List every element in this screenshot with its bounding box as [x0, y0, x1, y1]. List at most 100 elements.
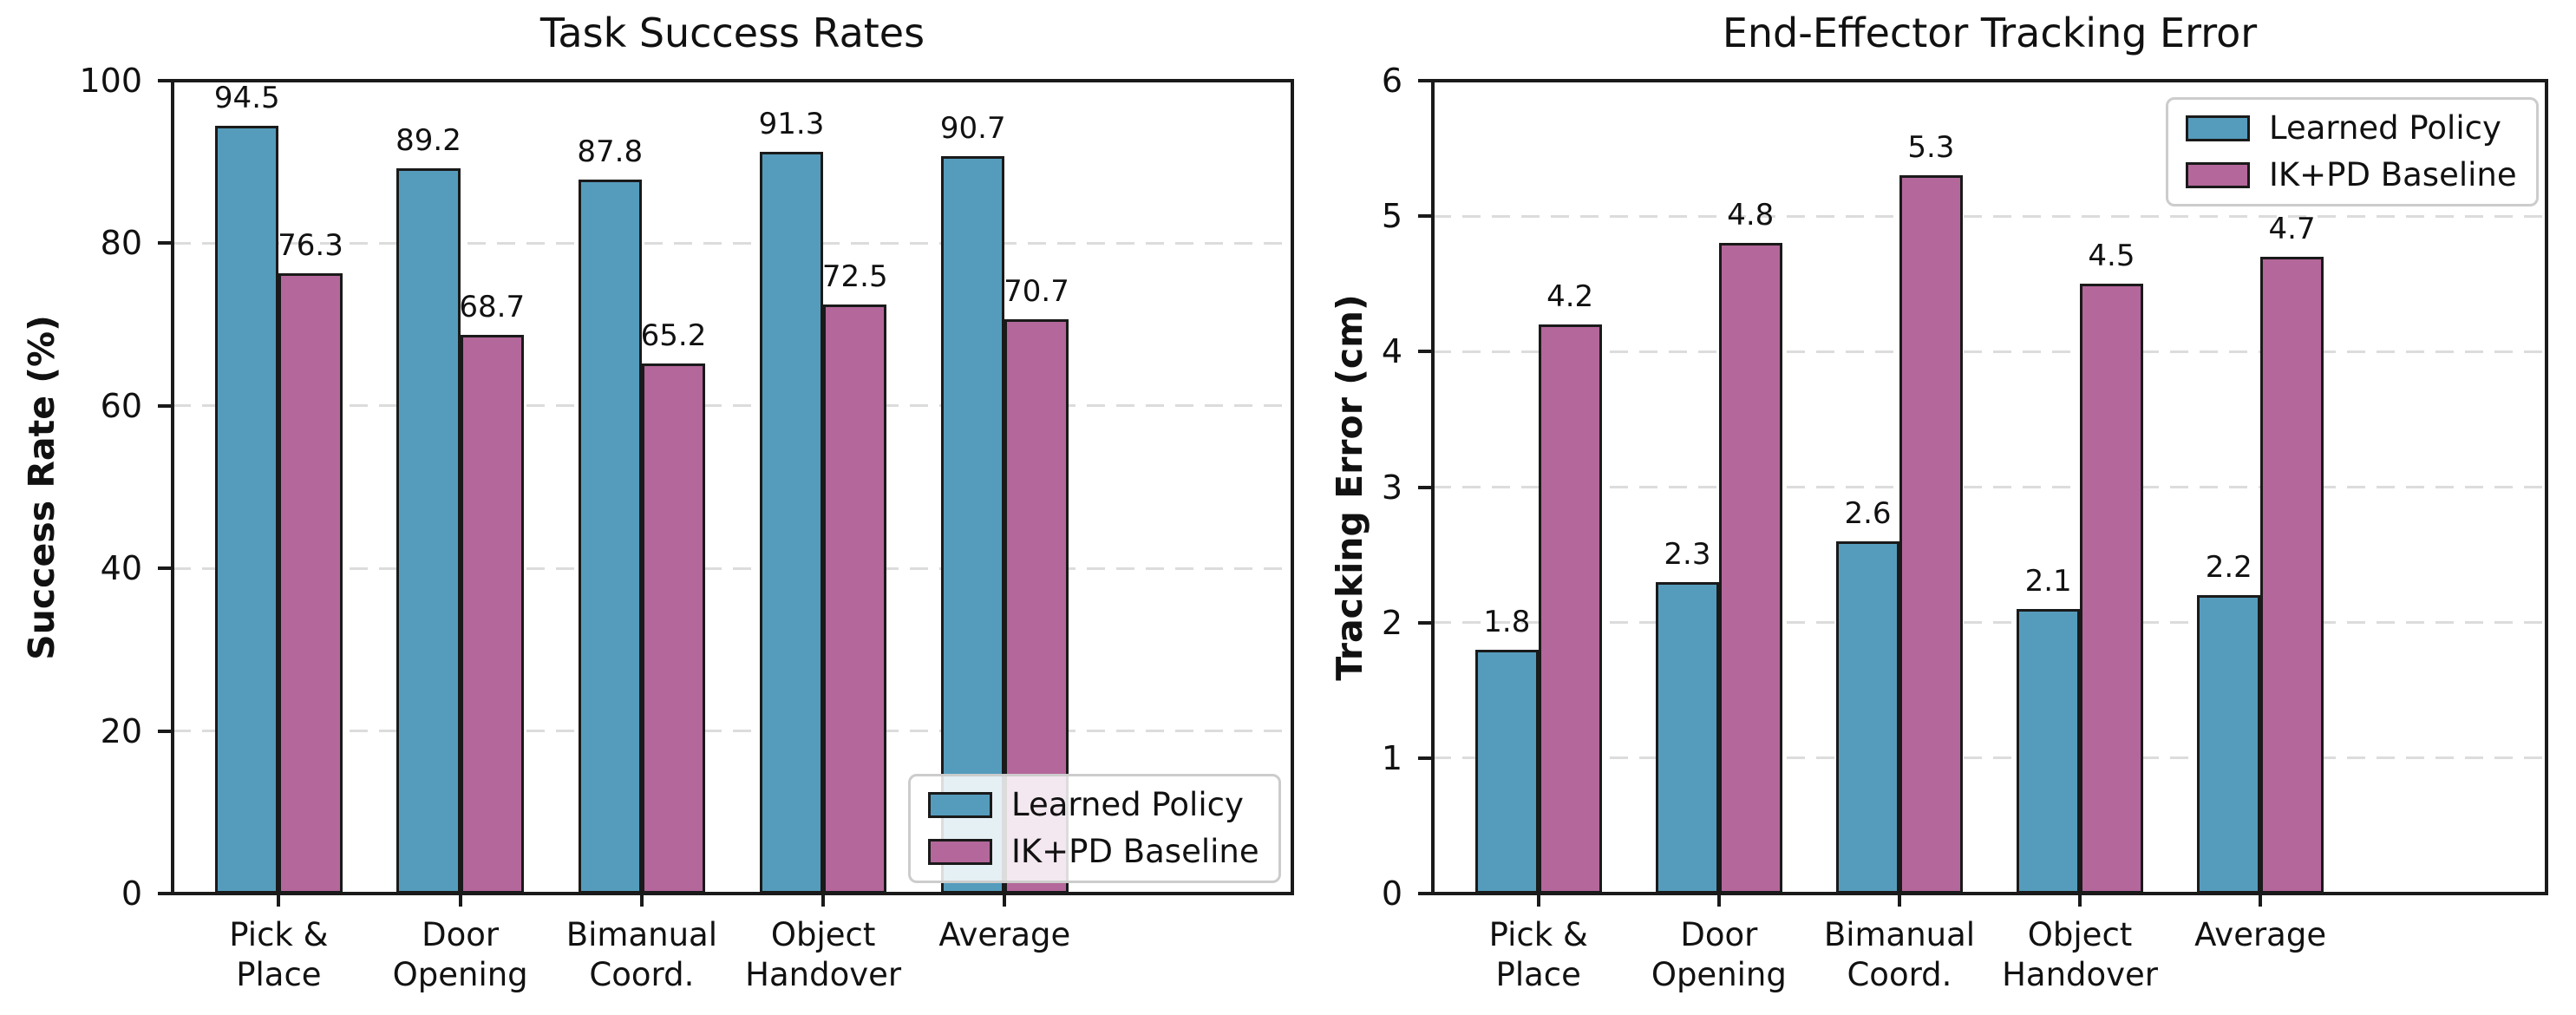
- bar-learned-policy: [578, 180, 642, 894]
- bar-ik-pd-baseline: [1899, 175, 1963, 894]
- x-tick-mark: [458, 894, 462, 907]
- y-tick-label: 5: [1381, 197, 1402, 236]
- y-tick-mark: [1418, 350, 1433, 354]
- bar-ik-pd-baseline: [460, 335, 524, 894]
- legend-entry-learned-policy: Learned Policy: [2186, 110, 2517, 147]
- chart-title: End-Effector Tracking Error: [1722, 10, 2258, 56]
- x-tick-mark: [1003, 894, 1007, 907]
- gridline: [1433, 79, 2547, 82]
- bar-value-label: 4.7: [2268, 212, 2316, 247]
- bar-ik-pd-baseline: [2080, 284, 2143, 894]
- bar-value-label: 91.3: [758, 106, 825, 141]
- bar-value-label: 87.8: [577, 134, 644, 170]
- y-tick-label: 0: [1381, 874, 1402, 913]
- x-tick-mark: [2259, 894, 2263, 907]
- y-tick-mark: [158, 79, 173, 82]
- bar-value-label: 94.5: [213, 80, 280, 115]
- y-tick-mark: [1418, 892, 1433, 895]
- gridline: [173, 730, 1292, 733]
- chart-title: Task Success Rates: [539, 10, 925, 56]
- legend-label: Learned Policy: [2269, 109, 2501, 147]
- y-tick-label: 80: [100, 224, 142, 263]
- y-tick-mark: [1418, 485, 1433, 489]
- bar-value-label: 2.1: [2024, 564, 2072, 599]
- y-tick-label: 3: [1381, 468, 1402, 507]
- y-tick-mark: [1418, 756, 1433, 760]
- bar-value-label: 65.2: [640, 318, 707, 354]
- y-axis-label: Tracking Error (cm): [1329, 293, 1370, 681]
- gridline: [173, 241, 1292, 245]
- y-tick-mark: [158, 566, 173, 571]
- x-tick-mark: [2078, 894, 2082, 907]
- legend: Learned Policy IK+PD Baseline: [908, 774, 1281, 883]
- bar-learned-policy: [759, 151, 824, 894]
- gridline: [1433, 756, 2547, 760]
- y-tick-label: 40: [100, 549, 142, 588]
- y-tick-label: 0: [121, 874, 142, 913]
- y-tick-mark: [158, 892, 173, 895]
- x-tick-mark: [277, 894, 281, 907]
- bar-ik-pd-baseline: [641, 363, 706, 894]
- plot-frame: [171, 79, 1294, 895]
- y-axis-label: Success Rate (%): [21, 314, 62, 660]
- legend-swatch-learned-policy: [928, 792, 992, 818]
- x-tick-label: Average: [938, 916, 1071, 953]
- x-tick-label: Pick & Place: [229, 916, 329, 993]
- bar-ik-pd-baseline: [278, 273, 343, 894]
- bar-learned-policy: [215, 125, 279, 894]
- bar-value-label: 4.2: [1546, 279, 1594, 315]
- x-tick-mark: [821, 894, 826, 907]
- gridline: [1433, 214, 2547, 218]
- bar-learned-policy: [1656, 581, 1719, 894]
- y-tick-mark: [158, 241, 173, 246]
- gridline: [173, 566, 1292, 570]
- bar-learned-policy: [1836, 540, 1899, 894]
- legend-entry-ik-pd-baseline: IK+PD Baseline: [928, 834, 1259, 870]
- gridline: [1433, 621, 2547, 625]
- y-tick-label: 4: [1381, 332, 1402, 371]
- y-tick-label: 60: [100, 386, 142, 425]
- bar-value-label: 2.3: [1664, 536, 1711, 572]
- legend-swatch-ik-pd-baseline: [2186, 162, 2250, 188]
- bar-value-label: 70.7: [1004, 273, 1069, 309]
- x-tick-mark: [1897, 894, 1901, 907]
- bar-learned-policy: [2197, 595, 2261, 894]
- x-tick-label: Door Opening: [1651, 916, 1787, 993]
- y-tick-mark: [1418, 620, 1433, 625]
- gridline: [1433, 486, 2547, 488]
- legend-label: IK+PD Baseline: [2269, 156, 2517, 193]
- bar-learned-policy: [396, 168, 461, 894]
- bar-value-label: 89.2: [396, 123, 461, 159]
- bar-value-label: 72.5: [821, 259, 888, 294]
- x-tick-mark: [1716, 894, 1721, 907]
- bar-learned-policy: [1474, 649, 1539, 894]
- y-tick-label: 2: [1381, 603, 1402, 642]
- bar-ik-pd-baseline: [1538, 324, 1602, 894]
- x-tick-label: Bimanual Coord.: [1823, 916, 1976, 993]
- legend-swatch-ik-pd-baseline: [928, 839, 992, 865]
- y-tick-mark: [158, 729, 173, 733]
- gridline: [173, 404, 1292, 408]
- bar-value-label: 68.7: [459, 290, 526, 325]
- bar-ik-pd-baseline: [2260, 257, 2324, 894]
- y-tick-label: 100: [79, 62, 142, 100]
- x-tick-label: Door Opening: [392, 916, 528, 993]
- bar-learned-policy: [941, 156, 1005, 894]
- x-tick-mark: [639, 894, 644, 907]
- bar-learned-policy: [2017, 609, 2081, 894]
- bar-value-label: 1.8: [1483, 604, 1531, 639]
- bar-value-label: 90.7: [939, 111, 1006, 147]
- legend-label: IK+PD Baseline: [1011, 833, 1259, 870]
- bar-value-label: 76.3: [278, 228, 343, 264]
- bar-value-label: 2.2: [2205, 550, 2252, 586]
- x-tick-label: Average: [2194, 916, 2327, 953]
- legend-entry-ik-pd-baseline: IK+PD Baseline: [2186, 157, 2517, 193]
- bar-value-label: 4.5: [2088, 239, 2135, 274]
- legend: Learned Policy IK+PD Baseline: [2166, 97, 2539, 206]
- legend-entry-learned-policy: Learned Policy: [928, 787, 1259, 823]
- bar-ik-pd-baseline: [823, 304, 887, 894]
- y-tick-mark: [1418, 79, 1433, 82]
